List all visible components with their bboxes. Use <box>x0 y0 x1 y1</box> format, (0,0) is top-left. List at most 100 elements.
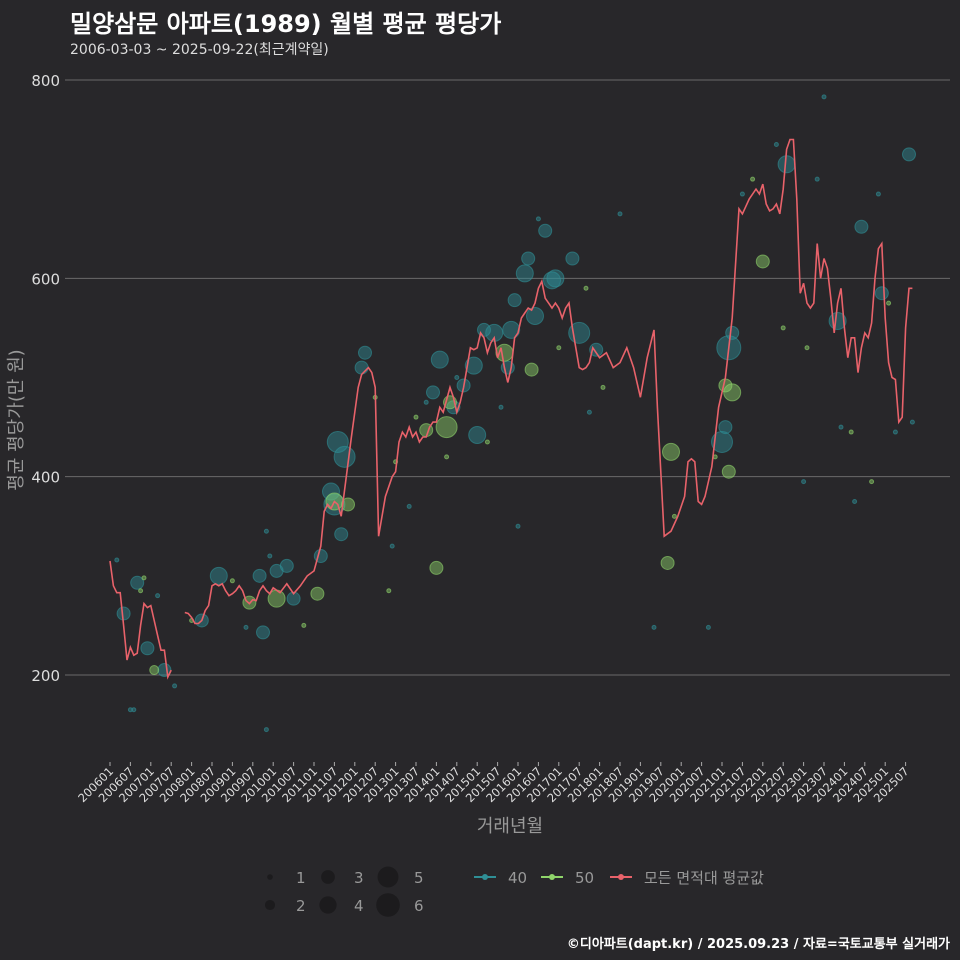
bubble-40 <box>725 325 740 340</box>
bubble-40 <box>468 426 487 445</box>
bubble-40 <box>140 641 155 656</box>
bubble-50 <box>413 414 419 420</box>
bubble-50 <box>780 325 786 331</box>
bubble-50 <box>755 254 770 269</box>
bubble-50 <box>600 384 606 390</box>
bubble-40 <box>263 528 269 534</box>
bubble-40 <box>464 356 483 375</box>
y-axis-title: 평균 평당가(만 원) <box>6 349 27 490</box>
bubble-50 <box>149 665 160 676</box>
legend-size-dot <box>264 899 276 911</box>
bubble-50 <box>660 555 675 570</box>
bubble-40 <box>586 409 592 415</box>
y-tick-label: 600 <box>31 270 60 288</box>
footer-credit: ©디아파트(dapt.kr) / 2025.09.23 / 자료=국토교통부 실… <box>566 937 950 952</box>
bubble-50 <box>662 442 680 461</box>
bubble-50 <box>141 575 147 581</box>
bubble-40 <box>711 430 733 453</box>
bubble-40 <box>838 424 844 430</box>
bubble-50 <box>671 513 677 519</box>
bubble-40 <box>322 482 340 501</box>
bubble-50 <box>484 439 490 445</box>
bubble-40 <box>130 575 145 590</box>
bubble-40 <box>546 269 565 288</box>
bubble-40 <box>333 445 356 468</box>
bubble-40 <box>854 219 869 234</box>
bubble-40 <box>423 399 429 405</box>
bubble-40 <box>814 176 820 182</box>
bubble-40 <box>617 211 623 217</box>
bubble-50 <box>869 479 875 485</box>
bubble-40 <box>909 419 915 425</box>
bubble-50 <box>386 588 392 594</box>
legend-size-label: 4 <box>354 897 364 915</box>
bubble-40 <box>651 624 657 630</box>
bubble-50 <box>310 586 325 601</box>
chart-subtitle: 2006-03-03 ~ 2025-09-22(최근계약일) <box>70 42 329 58</box>
chart-title: 밀양삼문 아파트(1989) 월별 평균 평당가 <box>70 10 502 38</box>
bubble-50 <box>229 578 235 584</box>
bubble-40 <box>326 430 349 453</box>
legend-series-dot <box>482 874 488 880</box>
bubble-40 <box>892 429 898 435</box>
bubble-40 <box>131 707 137 713</box>
legend-size-dot <box>321 870 335 884</box>
bubble-50 <box>583 285 589 291</box>
bubble-40 <box>874 286 889 301</box>
bubble-40 <box>430 350 449 369</box>
bubble-50 <box>750 176 756 182</box>
legend-series-label: 40 <box>508 869 527 887</box>
bubble-40 <box>515 264 534 283</box>
bubble-50 <box>556 345 562 351</box>
bubble-40 <box>354 360 369 375</box>
avg-line <box>109 138 913 680</box>
x-axis-title: 거래년월 <box>477 816 543 837</box>
bubble-40 <box>127 707 133 713</box>
legend-size-dot <box>267 874 273 880</box>
bubble-40 <box>334 527 349 542</box>
legend-series-label: 모든 면적대 평균값 <box>644 869 764 887</box>
bubble-50 <box>429 560 444 575</box>
bubble-50 <box>444 454 450 460</box>
bubble-50 <box>138 588 144 594</box>
bubble-50 <box>341 497 355 512</box>
bubble-40 <box>526 307 544 326</box>
bubble-40 <box>902 147 916 162</box>
bubble-40 <box>538 223 553 238</box>
bubble-40 <box>515 523 521 529</box>
bubble-40 <box>114 557 120 563</box>
bubble-40 <box>543 271 561 290</box>
y-tick-label: 200 <box>31 667 60 685</box>
bubble-40 <box>252 568 267 583</box>
bubble-40 <box>565 251 580 266</box>
bubble-40 <box>773 141 779 147</box>
bubble-40 <box>406 503 412 509</box>
bubble-40 <box>426 385 440 400</box>
legend-size-label: 1 <box>296 869 306 887</box>
legend-series-label: 50 <box>575 869 594 887</box>
bubble-40 <box>358 345 372 360</box>
legend-size-label: 6 <box>414 897 424 915</box>
y-tick-label: 400 <box>31 469 60 487</box>
bubble-40 <box>263 727 269 733</box>
bubble-40 <box>821 94 827 100</box>
bubble-50 <box>435 416 458 439</box>
legend-size-dot <box>376 893 400 917</box>
bubble-50 <box>301 622 307 628</box>
bubble-40 <box>521 251 536 266</box>
bubble-50 <box>886 300 892 306</box>
bubble-40 <box>256 625 270 640</box>
bubble-40 <box>507 293 522 308</box>
bubble-40 <box>267 553 273 559</box>
bubble-50 <box>524 362 539 377</box>
bubble-40 <box>502 320 521 339</box>
legend-size-label: 3 <box>354 869 364 887</box>
legend-series-dot <box>618 874 624 880</box>
bubble-40 <box>801 479 807 485</box>
bubble-40 <box>209 566 228 585</box>
bubble-50 <box>495 343 514 362</box>
bubble-40 <box>279 558 294 573</box>
legend-size-label: 2 <box>296 897 306 915</box>
legend-size-label: 5 <box>414 869 424 887</box>
